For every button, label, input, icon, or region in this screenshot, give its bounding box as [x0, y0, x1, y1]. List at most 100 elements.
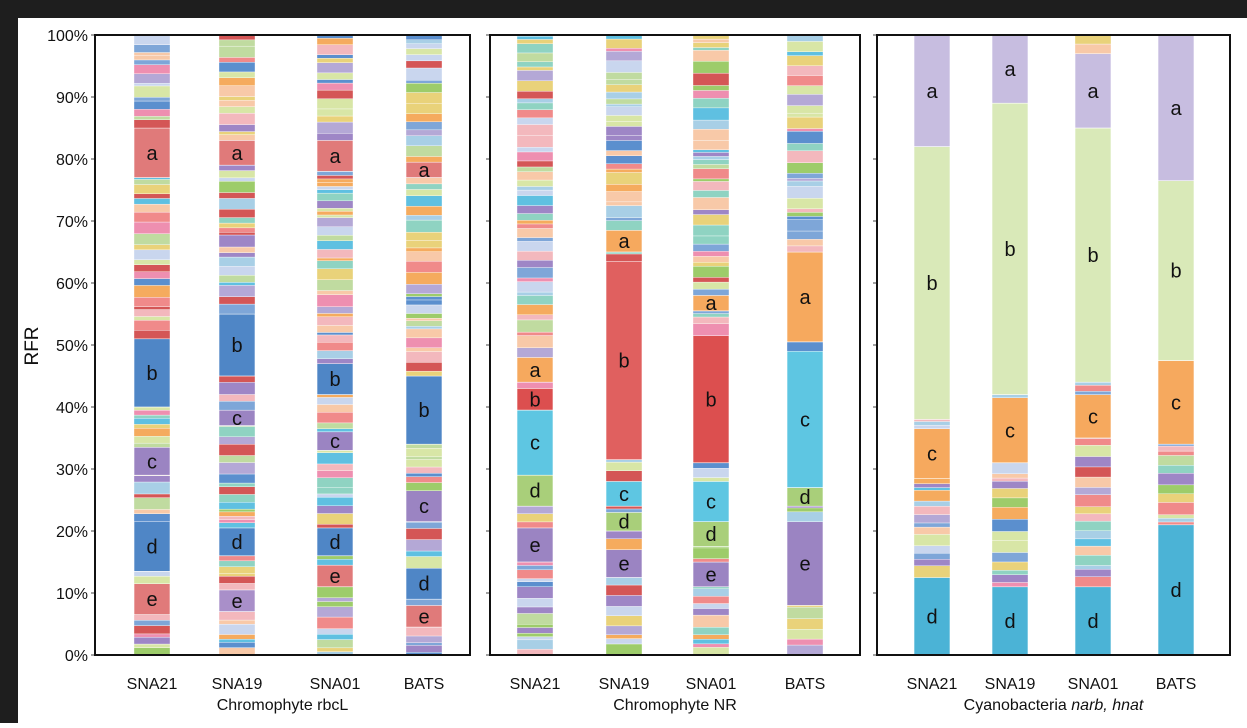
bar-segment [516, 586, 554, 599]
bar-segment [605, 172, 643, 185]
bar-segment [786, 51, 824, 56]
panel-1: edcbaSNA21edcbaSNA19edcbaSNA01edcbaBATSC… [91, 34, 471, 714]
bar-segment [316, 235, 354, 241]
segment-label-d: d [799, 487, 810, 509]
bar-segment [405, 370, 443, 377]
bar-segment [692, 152, 730, 157]
bar-segment [605, 135, 643, 141]
bar-segment [516, 636, 554, 641]
chart-panels: edcbaSNA21edcbaSNA19edcbaSNA01edcbaBATSC… [91, 34, 1231, 714]
bar-segment [133, 109, 171, 117]
bar-segment [218, 181, 256, 193]
bar-segment [133, 198, 171, 205]
bar-segment [218, 282, 256, 286]
bar-segment [605, 48, 643, 52]
bar-segment [218, 482, 256, 487]
bar-segment [516, 213, 554, 221]
bar-segment [516, 171, 554, 181]
bar-segment-b [1074, 127, 1112, 383]
segment-label-b: b [529, 389, 540, 411]
bar-segment [133, 285, 171, 298]
bar-segment [913, 421, 951, 426]
bar-segment-c [133, 446, 171, 476]
y-tick-label: 100% [47, 28, 88, 45]
bar-segment [692, 224, 730, 237]
bar-segment [405, 113, 443, 123]
bar-sna01: edc b a [692, 34, 730, 656]
bar-segment [516, 109, 554, 119]
bar-segment [605, 98, 643, 105]
segment-label-a: a [799, 287, 811, 309]
bar-segment [605, 201, 643, 206]
segment-label-b: b [1170, 261, 1181, 283]
bar-segment [516, 598, 554, 608]
bar-segment [605, 625, 643, 635]
bar-segment [516, 66, 554, 71]
bar-segment [692, 178, 730, 182]
bar-segment [516, 98, 554, 104]
bar-segment [218, 252, 256, 258]
bar-segment-d [991, 586, 1029, 656]
bar-segment [405, 67, 443, 81]
bar-segment-e [786, 521, 824, 606]
bar-segment [1074, 466, 1112, 478]
bar-segment [405, 337, 443, 348]
bar-segment [316, 606, 354, 618]
bar-segment [516, 627, 554, 634]
bar-segment [133, 509, 171, 514]
bar-segment [913, 500, 951, 507]
bar-segment [692, 265, 730, 278]
bar-segment [991, 582, 1029, 587]
bar-segment [1157, 521, 1195, 525]
bar-segment [692, 608, 730, 616]
bar-segment [692, 140, 730, 151]
bar-segment [692, 558, 730, 563]
bar-segment [218, 124, 256, 132]
bar-segment [1074, 43, 1112, 54]
bar-segment [1074, 476, 1112, 488]
bar-segment [405, 448, 443, 458]
segment-label-c: c [232, 408, 242, 430]
panel-frame [94, 34, 471, 656]
segment-label-b: b [418, 400, 429, 422]
bar-segment [516, 228, 554, 238]
bar-segment [786, 116, 824, 129]
bar-segment [1074, 506, 1112, 515]
segment-label-c: c [419, 496, 429, 518]
x-tick-label: SNA01 [310, 676, 361, 693]
panel-2: edcbaSNA21edcbaSNA19edcbaSNA01edcaBATSCh… [486, 34, 861, 714]
bar-segment [516, 151, 554, 162]
bar-segment [316, 182, 354, 187]
bar-segment [1074, 569, 1112, 577]
x-tick-label: BATS [785, 676, 826, 693]
bar-segment-b [1157, 180, 1195, 361]
bar-segment [405, 121, 443, 131]
bar-segment [516, 581, 554, 587]
bar-segment [405, 240, 443, 249]
bar-segment [516, 241, 554, 252]
bar-segment [913, 522, 951, 528]
bar-segment [913, 552, 951, 560]
bar-segment [405, 466, 443, 474]
bar-segment [218, 165, 256, 171]
bar-segment [786, 239, 824, 247]
y-tick-label: 70% [56, 214, 88, 231]
bar-segment [405, 482, 443, 491]
bar-segment [405, 195, 443, 207]
y-tick-label: 50% [56, 338, 88, 355]
bar-segment [516, 281, 554, 293]
bar-segment [786, 41, 824, 52]
bar-segment [405, 145, 443, 157]
bar-segment [316, 586, 354, 598]
bar-segment [605, 461, 643, 471]
bar-segment [218, 57, 256, 63]
segment-label-a: a [146, 143, 158, 165]
bar-segment [1074, 382, 1112, 386]
bar-segment [218, 177, 256, 182]
bar-segment [692, 38, 730, 43]
panel-frame [876, 34, 1231, 656]
bar-segment [218, 375, 256, 383]
bar-segment [516, 578, 554, 582]
bar-segment [605, 615, 643, 627]
bar-segment [405, 362, 443, 372]
